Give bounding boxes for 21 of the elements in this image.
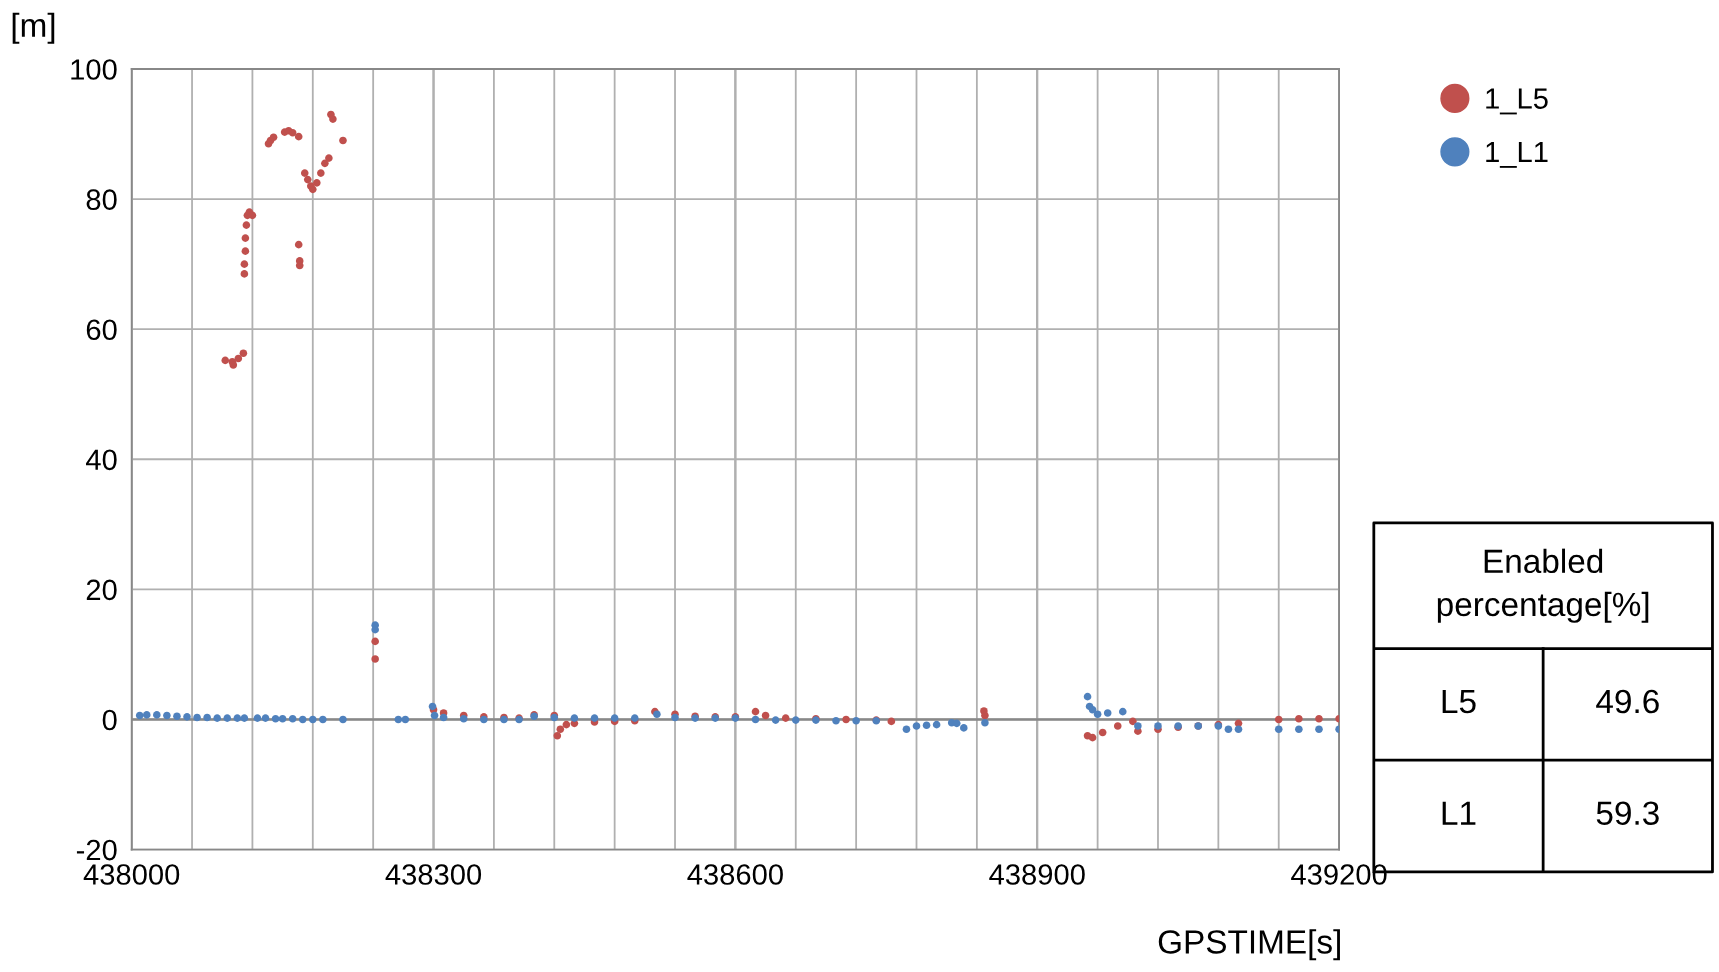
y-tick-label: 20 [86,579,117,601]
y-tick-label: 0 [102,709,117,731]
data-label: 49.6 [1596,689,1659,714]
y-tick-label: 100 [71,59,117,80]
legend-label: 1_L5 [1486,88,1548,115]
category-label: L1 [1442,801,1476,825]
x-tick-label: 438300 [385,864,482,885]
legend-label: 1_L1 [1486,141,1548,168]
y-tick-label: 80 [86,189,117,210]
x-tick-label: 439200 [1291,864,1387,885]
category-label: L5 [1442,690,1476,714]
text: Enabled percentage[%] [1437,548,1649,623]
x-tick-label: 438600 [687,864,783,885]
x-tick-label: 438900 [989,864,1085,885]
y-tick-label: 40 [86,449,117,471]
y-tick-label: 60 [86,319,117,341]
data-label: 59.3 [1596,801,1659,825]
x-axis-title: GPSTIME[s] [1158,929,1340,961]
y-axis-title: [m] [12,12,55,44]
y-tick-label: -20 [76,839,117,861]
x-tick-label: 438000 [83,864,180,885]
